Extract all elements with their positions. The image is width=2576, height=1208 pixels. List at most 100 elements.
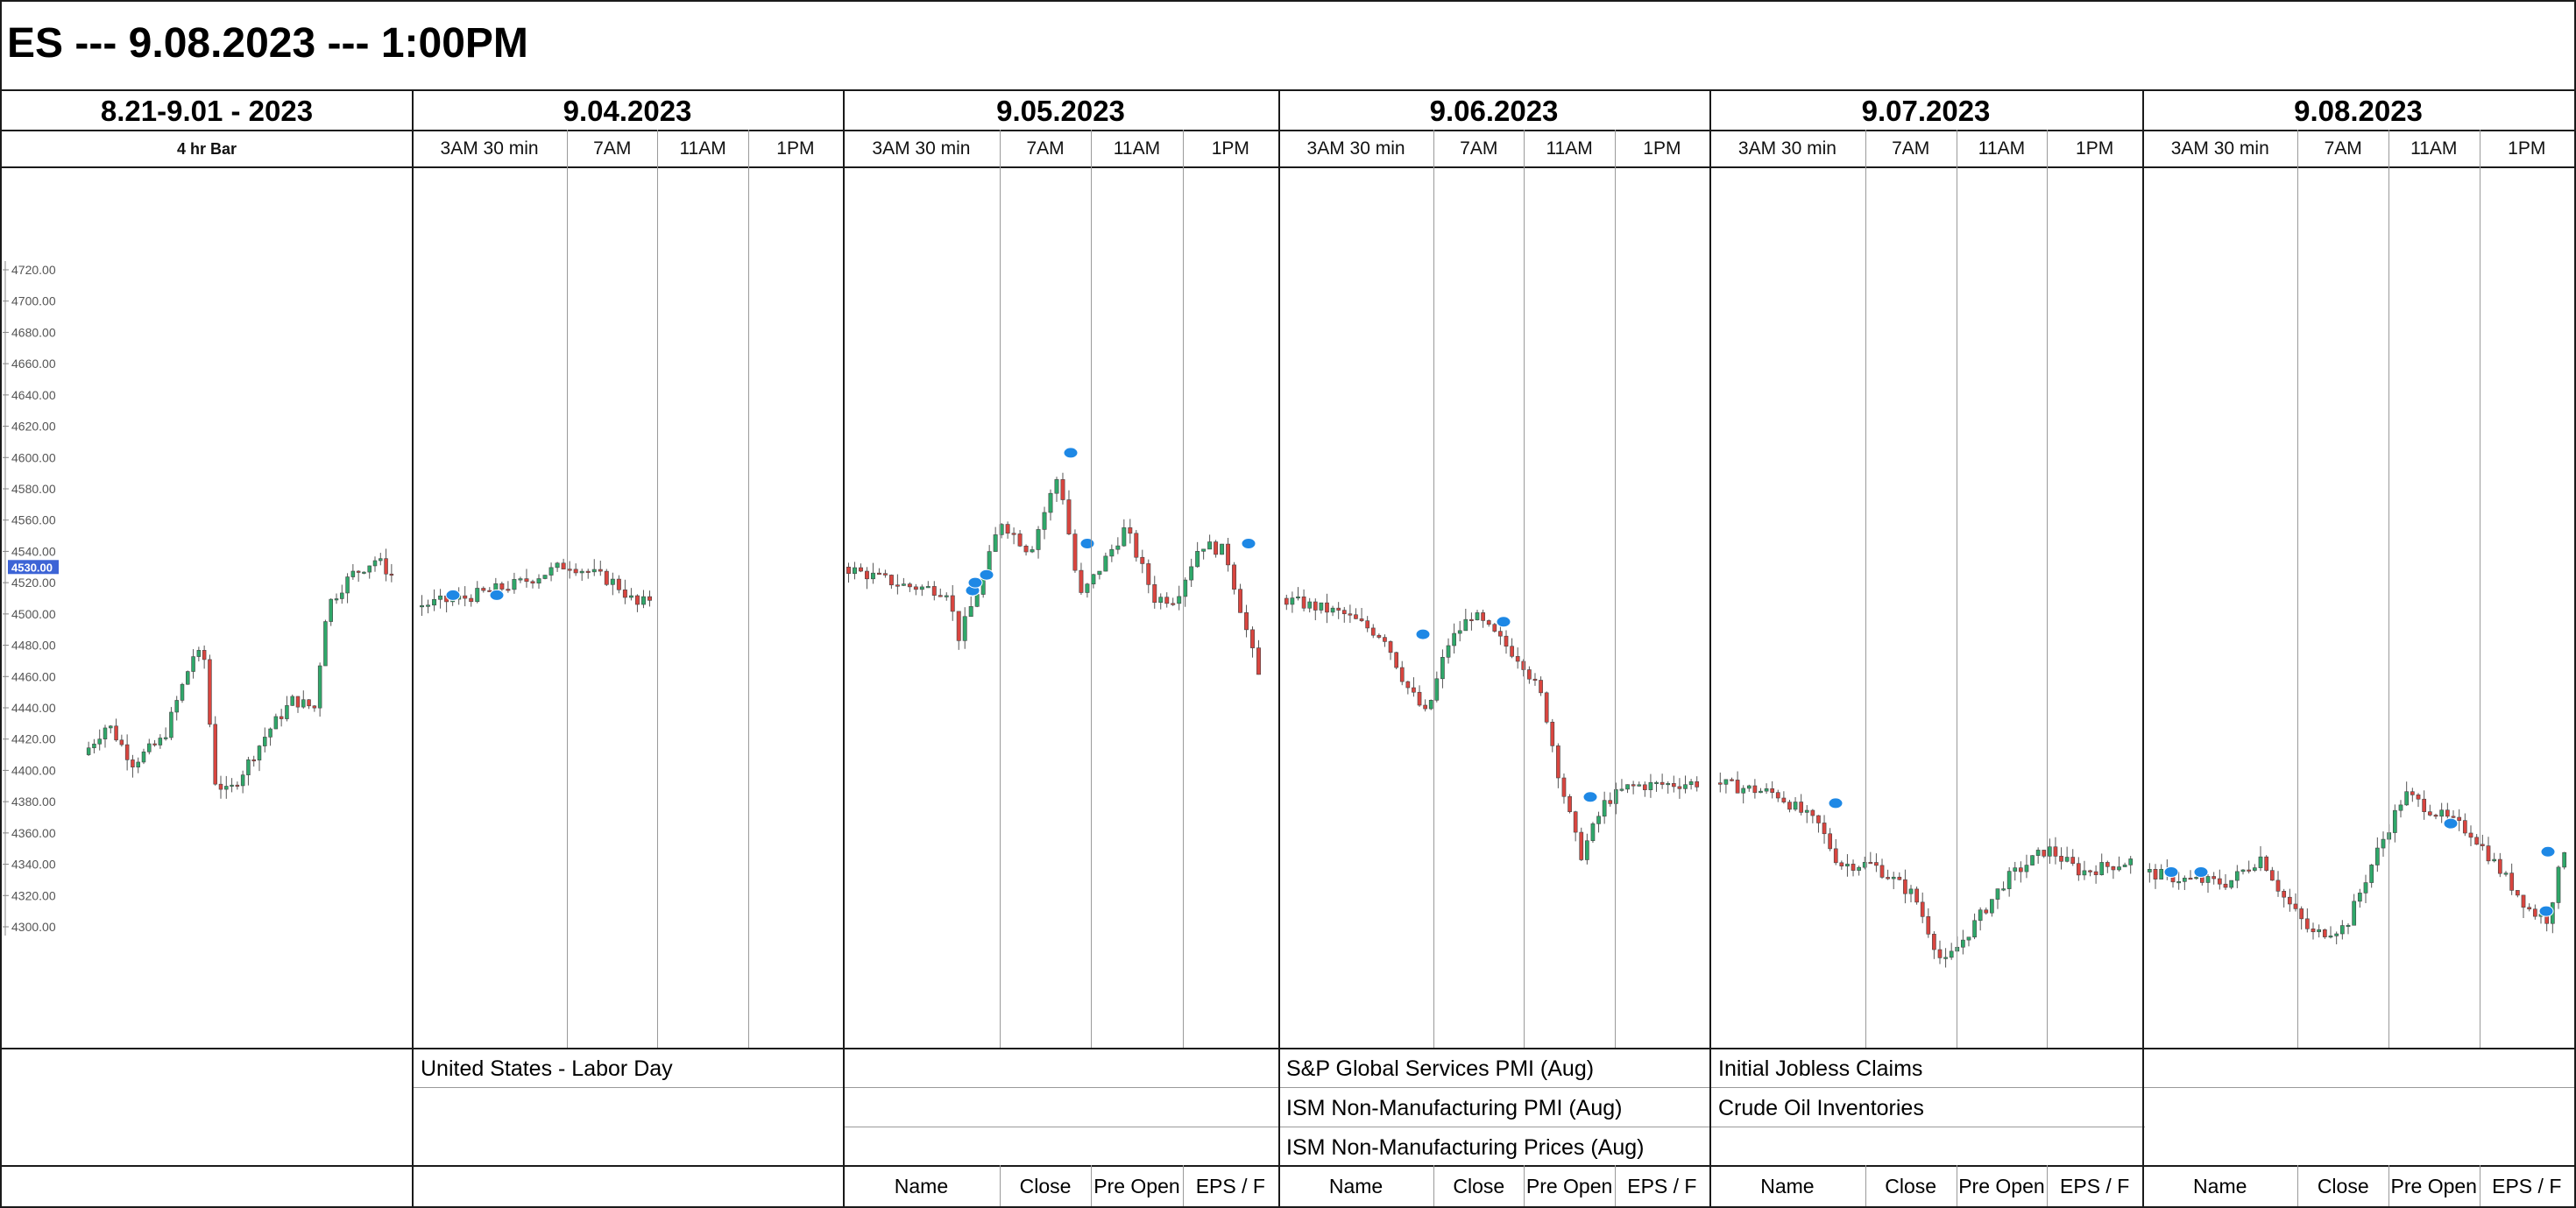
candle-body [1862, 862, 1867, 868]
candle-body [224, 786, 229, 790]
candle-body [1532, 678, 1538, 682]
candle-body [864, 570, 869, 580]
price-tick-label: 4300.00 [11, 920, 56, 934]
candle-body [2369, 865, 2374, 883]
candle-body [536, 578, 541, 584]
candle-body [2422, 798, 2427, 812]
footer-divider [1614, 1165, 1616, 1207]
candle-body [2503, 872, 2509, 875]
candle-body [1201, 548, 1207, 552]
candle-body [1839, 862, 1844, 867]
candle-body [174, 700, 179, 713]
candle-body [907, 583, 912, 588]
time-divider [747, 130, 749, 1048]
time-subheader: 11AM [1113, 138, 1161, 159]
candle-body [2556, 866, 2561, 903]
candle-body [1469, 618, 1474, 621]
event-marker [489, 589, 505, 601]
candle-body [2199, 877, 2204, 883]
candle-body [1926, 916, 1931, 935]
candle-body [901, 583, 906, 586]
candle-body [1683, 784, 1688, 789]
candle-body [1550, 721, 1555, 746]
candle-body [1688, 781, 1694, 786]
candle-body [1140, 556, 1145, 564]
candle-body [202, 650, 207, 661]
candle-body [213, 724, 217, 785]
candle-body [1214, 541, 1219, 555]
candle-body [1955, 946, 1960, 952]
footer-divider [1865, 1165, 1866, 1207]
candle-body [1481, 612, 1485, 621]
candle-body [1238, 589, 1243, 613]
candle-body [1730, 779, 1734, 781]
candle-body [1990, 899, 1994, 914]
candle-body [1995, 888, 2000, 900]
panel-divider-0 [412, 89, 414, 1208]
candle-body [598, 569, 603, 572]
candle-body [2117, 866, 2121, 871]
time-divider [1091, 130, 1093, 1048]
candle-body [1428, 700, 1433, 710]
candle-body [1307, 601, 1313, 609]
candle-body [512, 579, 517, 590]
candle-body [389, 573, 394, 576]
candle-body [1122, 527, 1127, 547]
events-row-divider-1 [414, 1087, 2574, 1088]
candle-body [307, 699, 311, 707]
candle-body [169, 711, 173, 738]
price-tick-label: 4600.00 [11, 450, 56, 464]
candle-body [2019, 867, 2023, 872]
price-tick-label: 4520.00 [11, 576, 56, 590]
candle-body [163, 737, 168, 739]
candle-body [2013, 867, 2018, 872]
candle-body [2439, 809, 2445, 817]
candle-body [2509, 872, 2515, 891]
candle-body [152, 743, 157, 745]
candle-body [2147, 869, 2152, 872]
candle-body [2047, 846, 2052, 857]
price-tick-label: 4340.00 [11, 858, 56, 872]
candle-body [2404, 791, 2410, 806]
candle-body [913, 586, 918, 590]
candle-body [648, 596, 652, 601]
candle-body [1189, 566, 1194, 581]
candle-body [2521, 894, 2526, 908]
event-crude-inventories: Crude Oil Inventories [1718, 1096, 1924, 1120]
candle-body [2099, 862, 2105, 875]
candle-body [1695, 781, 1700, 788]
events-top-divider [0, 1048, 2576, 1049]
candle-body [340, 592, 344, 599]
candle-body [2064, 857, 2070, 862]
panel-divider [2142, 89, 2144, 1208]
candle-body [1330, 607, 1335, 613]
candle-body [1556, 745, 1560, 779]
candle-body [2188, 878, 2193, 880]
candle-body [1759, 790, 1763, 794]
candle-body [1752, 785, 1758, 794]
candle-body [1256, 647, 1261, 675]
candle-body [2212, 876, 2217, 880]
event-marker [967, 576, 983, 589]
candle-body [1060, 479, 1065, 500]
candle-body [1810, 809, 1815, 816]
candle-body [2311, 928, 2316, 933]
candle-body [1857, 866, 1861, 871]
candle-body [882, 573, 888, 576]
price-tick-label: 4720.00 [11, 263, 56, 277]
candle-body [2339, 925, 2345, 935]
candle-body [1781, 797, 1787, 802]
candle-body [567, 569, 572, 571]
candle-body [2357, 893, 2362, 902]
candle-body [2293, 903, 2298, 909]
candle-body [542, 575, 548, 579]
candle-body [1527, 669, 1532, 680]
candle-body [2182, 878, 2187, 882]
candle-body [1544, 692, 1549, 723]
candle-body [1648, 781, 1653, 790]
candle-body [2122, 865, 2127, 867]
time-divider [999, 130, 1001, 1048]
candle-body [432, 598, 437, 606]
candle-body [1978, 909, 1983, 922]
candle-body [1457, 630, 1462, 634]
